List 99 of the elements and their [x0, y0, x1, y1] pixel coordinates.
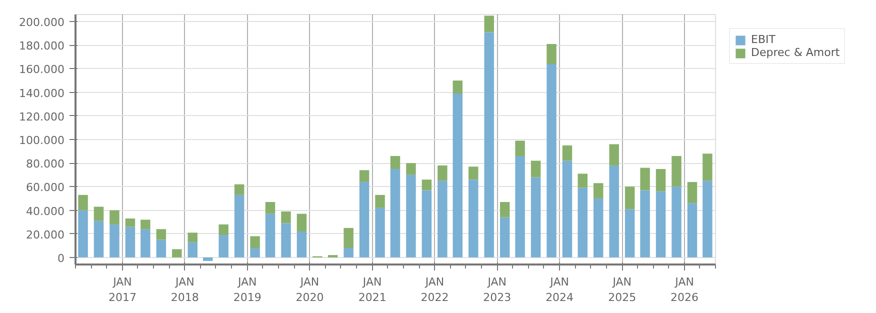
bar — [515, 156, 525, 258]
y-tick-label: 140.000 — [19, 86, 65, 100]
x-tick-label: JAN 2025 — [608, 276, 636, 304]
bar — [406, 163, 416, 175]
bar — [578, 174, 588, 188]
bar — [78, 194, 88, 210]
bar — [406, 174, 416, 258]
y-tick-label: 80.000 — [26, 158, 65, 171]
bar — [281, 223, 291, 258]
bar — [281, 211, 291, 224]
bar — [390, 156, 400, 169]
bar — [265, 202, 276, 214]
bar — [500, 202, 510, 218]
bar — [156, 229, 166, 240]
y-tick-label: 40.000 — [26, 204, 65, 218]
x-tick-label: JAN 2021 — [358, 276, 386, 304]
bar — [359, 170, 370, 182]
legend-label: Deprec & Amort — [751, 46, 840, 59]
bar — [422, 180, 432, 190]
bar — [500, 217, 510, 258]
bar — [110, 224, 120, 258]
bar — [94, 206, 104, 221]
y-tick-label: 0 — [58, 252, 64, 265]
bar — [344, 248, 354, 258]
bar — [702, 180, 712, 258]
bar — [359, 182, 370, 258]
bar — [265, 214, 276, 258]
bar — [125, 226, 136, 258]
bar — [218, 235, 228, 258]
bar — [375, 208, 385, 258]
bar — [546, 44, 556, 64]
bar — [390, 168, 400, 258]
bar — [484, 16, 494, 32]
x-tick-label: JAN 2024 — [546, 276, 574, 304]
y-tick-label: 20.000 — [26, 228, 65, 242]
bar — [468, 180, 478, 258]
x-tick-label: JAN 2017 — [108, 276, 137, 304]
bar — [438, 165, 448, 181]
bar — [530, 160, 541, 178]
bar — [640, 190, 650, 258]
bar — [250, 248, 260, 258]
bar — [687, 203, 698, 258]
bar — [218, 224, 228, 236]
y-tick-label: 200.000 — [19, 16, 65, 30]
bar — [78, 210, 88, 258]
y-tick-label: 60.000 — [26, 181, 65, 194]
y-tick-label: 120.000 — [19, 110, 65, 124]
bar — [94, 220, 104, 258]
bar — [438, 180, 448, 258]
bar — [188, 232, 198, 242]
bar — [515, 140, 525, 156]
x-tick-label: JAN 2022 — [420, 276, 449, 304]
bar — [140, 220, 150, 230]
y-tick-label: 160.000 — [19, 63, 65, 76]
bar — [452, 94, 463, 258]
bar — [546, 64, 556, 258]
x-tick-label: JAN 2023 — [483, 276, 512, 304]
bar — [609, 144, 619, 166]
y-tick-label: 100.000 — [19, 134, 65, 147]
x-tick-label: JAN 2020 — [296, 276, 324, 304]
bar — [578, 188, 588, 258]
bar — [234, 194, 244, 258]
bar — [594, 198, 604, 258]
bar — [562, 145, 572, 161]
bar — [609, 165, 619, 258]
bar — [422, 190, 432, 258]
bar — [140, 229, 150, 258]
bar — [296, 214, 307, 232]
bar — [125, 218, 136, 227]
x-tick-label: JAN 2026 — [670, 276, 699, 304]
bar — [344, 228, 354, 248]
bar — [640, 168, 650, 190]
bar — [562, 160, 572, 258]
bar — [110, 210, 120, 224]
bar — [656, 168, 666, 192]
bar — [530, 177, 541, 258]
y-tick-label: 180.000 — [19, 40, 65, 53]
legend-label: EBIT — [751, 33, 776, 46]
bar — [234, 184, 244, 195]
bar — [656, 191, 666, 258]
bar — [188, 242, 198, 258]
bar — [484, 32, 494, 258]
bar — [672, 156, 682, 187]
bar — [375, 194, 385, 208]
bar — [202, 257, 213, 261]
bar — [624, 186, 635, 210]
bar — [296, 231, 307, 258]
bar — [672, 186, 682, 258]
bar — [452, 80, 463, 94]
bar — [687, 182, 698, 204]
x-tick-label: JAN 2018 — [170, 276, 199, 304]
bar — [468, 166, 478, 180]
bar — [172, 249, 182, 258]
bar — [702, 154, 712, 181]
bar — [156, 240, 166, 258]
bar — [250, 236, 260, 248]
bar — [624, 209, 635, 258]
bar — [594, 183, 604, 198]
x-tick-label: JAN 2019 — [233, 276, 262, 304]
